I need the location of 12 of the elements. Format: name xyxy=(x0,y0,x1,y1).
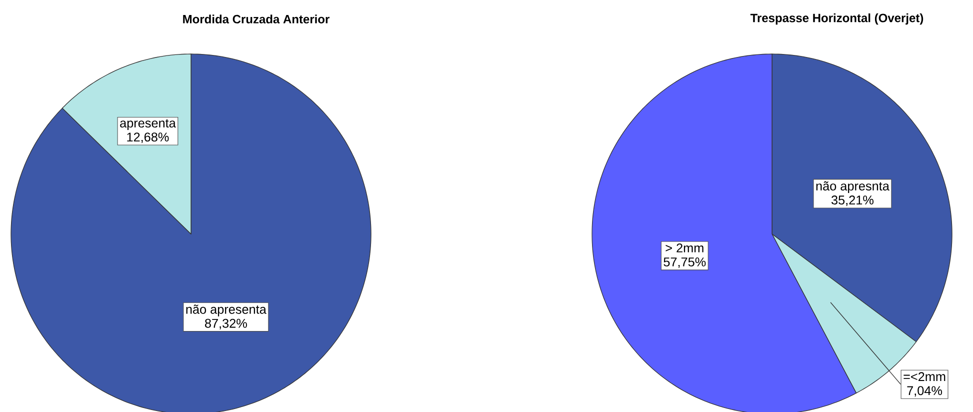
data-label: 35,21% xyxy=(831,196,874,206)
data-label: 12,68% xyxy=(127,132,169,144)
slice-label: apresenta xyxy=(120,119,176,130)
slice-label: > 2mm xyxy=(666,243,704,252)
slice-label: não apresnta xyxy=(816,181,890,194)
slice-label: =<2mm xyxy=(904,372,946,381)
slice-label: não apresenta xyxy=(186,304,266,316)
data-label: 87,32% xyxy=(204,318,247,330)
chart-title: Mordida Cruzada Anterior xyxy=(183,14,330,24)
chart-title: Trespasse Horizontal (Overjet) xyxy=(750,13,924,25)
data-label: 7,04% xyxy=(907,386,942,397)
data-label: 57,75% xyxy=(664,258,706,268)
